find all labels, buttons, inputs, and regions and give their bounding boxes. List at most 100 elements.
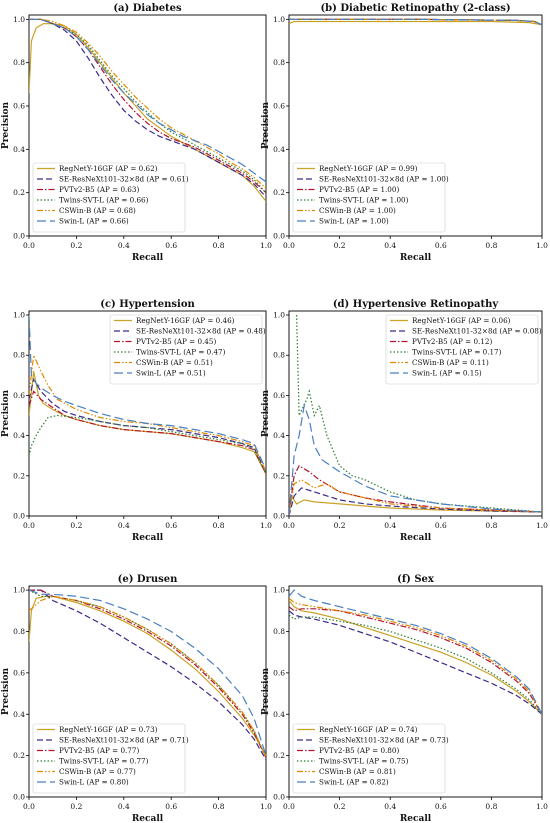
legend-label: CSWin-B (AP = 0.81) [319,767,396,776]
panel-5: (e) Drusen 0.0 0.2 0.4 0.6 0.8 1.0 0.0 0.2 0.4 0.6… [1,574,272,823]
legend-label: SE-ResNeXt101-32×8d (AP = 0.71) [59,736,189,745]
y-tick-label: 1.0 [273,15,285,24]
panel-title: (f) Sex [397,574,435,585]
y-tick-label: 0.2 [13,188,25,197]
y-axis-label: Precision [261,389,271,437]
legend: RegNetY-16GF (AP = 0.62) SE-ResNeXt101-32… [32,162,189,233]
axes-frame [28,585,267,798]
series-line-swin-l [29,314,266,471]
series-line-se-resnext101-32-8d [29,589,266,761]
y-tick-label: 0.8 [273,58,285,67]
x-tick-label: 0.6 [165,521,177,530]
legend-label: SE-ResNeXt101-32×8d (AP = 0.61) [59,175,189,184]
panel-1: (a) Diabetes 0.0 0.2 0.4 0.6 0.8 1.0 0.0 0.2 0.4 0… [1,3,272,263]
series-line-cswin-b [289,597,542,715]
legend-label: SE-ResNeXt101-32×8d (AP = 1.00) [319,175,449,184]
legend-label: RegNetY-16GF (AP = 0.74) [319,725,418,734]
x-tick-label: 0.8 [485,241,497,250]
panel-title: (c) Hypertension [100,299,195,310]
panel-title: (e) Drusen [118,574,179,585]
legend-box [385,314,539,385]
y-tick-label: 0.4 [13,145,25,154]
legend: RegNetY-16GF (AP = 0.46) SE-ResNeXt101-32… [109,314,266,385]
x-tick-label: 0.4 [384,241,396,250]
y-tick-label: 0.2 [273,751,285,760]
legend-label: RegNetY-16GF (AP = 0.99) [319,164,418,173]
y-tick-label: 0.8 [13,58,25,67]
series-line-regnety-16gf [289,494,542,516]
x-tick-label: 0.2 [334,521,346,530]
panel-2: (b) Diabetic Retinopathy (2-class) 0.0 0.2… [261,3,548,263]
legend-box [292,162,446,233]
series-line-cswin-b [29,18,266,189]
series-line-swin-l [29,18,266,183]
legend: RegNetY-16GF (AP = 0.73) SE-ResNeXt101-32… [32,723,189,794]
x-tick-label: 0.6 [165,802,177,811]
legend-label: Twins-SVT-L (AP = 0.75) [319,757,409,766]
y-axis-label: Precision [261,667,271,715]
x-tick-label: 0.2 [70,802,82,811]
series-line-swin-l [29,589,266,756]
y-tick-label: 0.0 [273,793,285,802]
legend-box [32,162,186,233]
y-tick-label: 0.2 [273,471,285,480]
x-tick-label: 0.8 [485,802,497,811]
legend-label: CSWin-B (AP = 0.77) [59,767,136,776]
y-tick-label: 0.2 [13,751,25,760]
legend-box [292,723,446,794]
x-tick-label: 0.6 [435,241,447,250]
legend-label: Swin-L (AP = 0.80) [59,778,129,787]
x-axis-label: Recall [132,814,164,823]
x-tick-label: 1.0 [260,802,272,811]
x-tick-label: 0.4 [118,521,130,530]
y-tick-label: 0.8 [273,627,285,636]
legend-label: Swin-L (AP = 0.82) [319,778,389,787]
x-tick-label: 1.0 [260,241,272,250]
series-line-cswin-b [29,352,266,473]
legend-label: Twins-SVT-L (AP = 0.17) [412,348,502,357]
y-tick-label: 0.4 [13,431,25,440]
series-line-regnety-16gf [289,20,542,26]
y-tick-label: 0.4 [273,710,285,719]
y-tick-label: 0.2 [273,188,285,197]
y-tick-label: 0.6 [13,391,25,400]
y-tick-label: 0.6 [273,102,285,111]
series-line-cswin-b [29,595,266,758]
axes-frame [288,310,543,517]
y-tick-label: 1.0 [13,15,25,24]
legend-label: CSWin-B (AP = 0.51) [136,358,213,367]
y-tick-label: 0.4 [273,431,285,440]
y-tick-label: 0.0 [13,512,25,521]
y-tick-label: 0.4 [13,710,25,719]
panel-3: (c) Hypertension 0.0 0.2 0.4 0.6 0.8 1.0 0.0 0.2… [1,299,272,543]
axes-frame [288,14,543,237]
y-tick-label: 0.0 [273,232,285,241]
x-tick-label: 0.6 [435,521,447,530]
x-tick-label: 1.0 [536,802,548,811]
y-tick-label: 0.6 [13,102,25,111]
legend-label: Twins-SVT-L (AP = 1.00) [319,196,409,205]
legend-label: RegNetY-16GF (AP = 0.62) [59,164,158,173]
legend-box [32,723,186,794]
y-tick-label: 1.0 [13,586,25,595]
y-tick-label: 0.6 [13,668,25,677]
y-tick-label: 0.8 [273,351,285,360]
y-tick-label: 0.0 [273,512,285,521]
legend-label: RegNetY-16GF (AP = 0.73) [59,725,158,734]
legend-label: Swin-L (AP = 0.51) [136,369,206,378]
legend-label: PVTv2-B5 (AP = 0.12) [412,337,492,346]
series-line-regnety-16gf [29,595,266,756]
y-axis-label: Precision [261,101,271,149]
legend-label: PVTv2-B5 (AP = 0.80) [319,746,399,755]
panel-title: (d) Hypertensive Retinopathy [333,299,500,310]
y-axis-label: Precision [1,389,11,437]
x-tick-label: 0.0 [23,241,35,250]
axes-frame [28,14,267,237]
legend-label: Swin-L (AP = 0.15) [412,369,482,378]
x-axis-label: Recall [400,814,432,823]
y-tick-label: 0.2 [13,471,25,480]
x-tick-label: 1.0 [260,521,272,530]
legend-label: CSWin-B (AP = 1.00) [319,206,396,215]
legend-label: Twins-SVT-L (AP = 0.47) [136,348,226,357]
